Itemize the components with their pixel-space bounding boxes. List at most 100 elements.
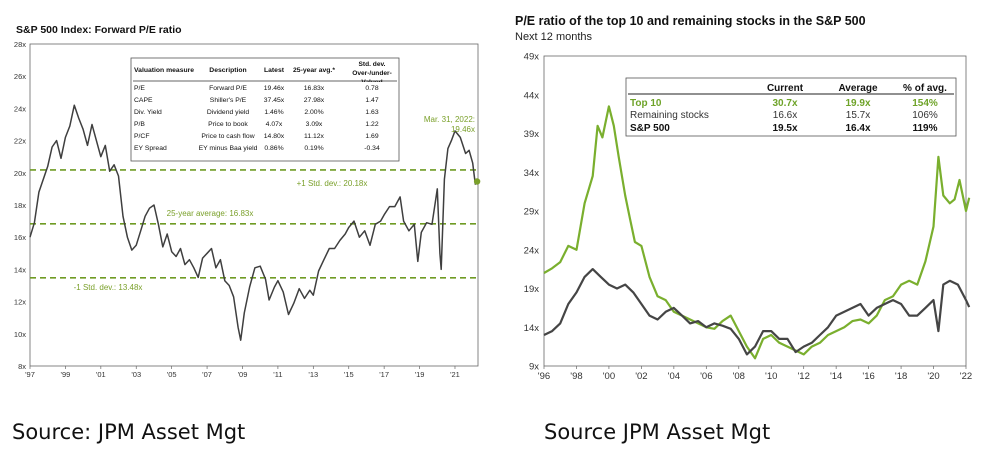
right-x-tick-label: '10 xyxy=(765,371,777,382)
left-table-cell: Price to cash flow xyxy=(201,133,254,140)
left-average-label: 25-year average: 16.83x xyxy=(167,209,254,218)
left-latest-annotation: Mar. 31, 2022: xyxy=(424,115,475,124)
right-y-tick-label: 44x xyxy=(524,90,540,101)
right-table-cell: 15.7x xyxy=(846,110,870,121)
right-y-tick-label: 14x xyxy=(524,323,540,334)
right-table-row-label-remaining: Remaining stocks xyxy=(630,110,709,121)
right-x-axis: '96 '98 '00 '02 '04 '06 '08 '10 '12 '14 '16 '18 '20 '… xyxy=(538,366,972,382)
left-x-tick-label: '99 xyxy=(61,370,71,379)
left-y-tick-label: 14x xyxy=(14,265,26,274)
right-summary-table: Current Average % of avg. Top 10 30.7x 1… xyxy=(625,77,957,137)
right-table-cell: 154% xyxy=(912,98,938,109)
left-y-tick-label: 28x xyxy=(14,40,26,49)
left-y-tick-label: 20x xyxy=(14,169,26,178)
left-latest-value: 19.46x xyxy=(451,125,475,134)
right-y-tick-label: 19x xyxy=(524,284,540,295)
left-table-header-latest: Latest xyxy=(264,67,285,74)
left-x-tick-label: '19 xyxy=(415,370,425,379)
left-table-cell: Forward P/E xyxy=(209,85,247,92)
right-table-cell: 16.4x xyxy=(845,123,870,134)
left-table-cell: 1.47 xyxy=(365,97,378,104)
left-x-tick-label: '21 xyxy=(450,370,460,379)
left-x-tick-label: '15 xyxy=(344,370,354,379)
left-x-tick-label: '01 xyxy=(96,370,106,379)
left-y-tick-label: 24x xyxy=(14,104,26,113)
right-x-tick-label: '04 xyxy=(668,371,680,382)
left-table-header-stddev: Std. dev. Over-/under-Valued xyxy=(352,61,392,82)
left-chart: S&P 500 Index: Forward P/E ratio 8x 10x 12… xyxy=(14,24,481,379)
right-table-header-current: Current xyxy=(767,83,804,94)
right-remaining-series-line xyxy=(543,268,971,356)
right-y-axis: 9x 14x 19x 24x 29x 34x 39x 44x 49x xyxy=(524,52,540,373)
left-table-cell: Price to book xyxy=(208,121,248,128)
left-table-cell: Div. Yield xyxy=(134,109,162,116)
right-source-caption: Source JPM Asset Mgt xyxy=(544,420,771,444)
right-table-row-label-sp500: S&P 500 xyxy=(630,123,670,134)
left-pe-series-line xyxy=(29,104,478,341)
right-y-tick-label: 24x xyxy=(524,245,540,256)
left-x-tick-label: '17 xyxy=(379,370,389,379)
right-x-tick-label: '12 xyxy=(797,371,809,382)
left-table-cell: CAPE xyxy=(134,97,153,104)
left-table-cell: Dividend yield xyxy=(207,109,250,116)
right-chart-subtitle: Next 12 months xyxy=(515,31,593,43)
right-x-tick-label: '16 xyxy=(862,371,874,382)
left-table-cell: EY minus Baa yield xyxy=(199,145,258,152)
left-x-tick-label: '97 xyxy=(25,370,35,379)
left-table-cell: EY Spread xyxy=(134,145,167,152)
left-table-cell: 0.78 xyxy=(365,85,378,92)
right-x-tick-label: '96 xyxy=(538,371,550,382)
left-table-cell: 1.63 xyxy=(365,109,378,116)
left-y-tick-label: 12x xyxy=(14,298,26,307)
left-table-cell: 0.86% xyxy=(264,145,283,152)
left-table-cell: -0.34 xyxy=(364,145,380,152)
left-table-header-measure: Valuation measure xyxy=(134,67,194,74)
left-table-header-avg: 25-year avg.* xyxy=(293,67,335,74)
left-x-tick-label: '13 xyxy=(308,370,318,379)
left-chart-title: S&P 500 Index: Forward P/E ratio xyxy=(16,24,182,36)
right-x-tick-label: '20 xyxy=(927,371,939,382)
right-y-tick-label: 34x xyxy=(524,168,540,179)
right-table-row-label-top10: Top 10 xyxy=(630,98,662,109)
left-x-tick-label: '07 xyxy=(202,370,212,379)
left-table-header-stddev-box: Std. dev. Over-/under-Valued xyxy=(352,61,392,82)
right-y-tick-label: 49x xyxy=(524,52,540,63)
right-table-cell: 30.7x xyxy=(772,98,797,109)
left-plus-sd-label: +1 Std. dev.: 20.18x xyxy=(297,179,368,188)
right-x-tick-label: '06 xyxy=(700,371,712,382)
left-y-tick-label: 22x xyxy=(14,137,26,146)
right-table-header-average: Average xyxy=(838,83,878,94)
left-table-cell: Shiller's P/E xyxy=(210,97,247,104)
left-table-cell: P/CF xyxy=(134,133,149,140)
left-valuation-table: Valuation measure Description Latest 25-… xyxy=(130,57,400,162)
left-table-cell: P/E xyxy=(134,85,145,92)
right-y-tick-label: 39x xyxy=(524,129,540,140)
left-x-tick-label: '05 xyxy=(167,370,177,379)
left-reference-lines xyxy=(30,169,478,279)
left-table-cell: 3.09x xyxy=(306,121,323,128)
right-x-tick-label: '08 xyxy=(733,371,745,382)
left-table-cell: 19.46x xyxy=(264,85,285,92)
left-x-tick-label: '09 xyxy=(238,370,248,379)
right-x-tick-label: '00 xyxy=(603,371,615,382)
right-table-cell: 19.9x xyxy=(845,98,870,109)
right-top10-series-line xyxy=(543,105,971,360)
left-x-tick-label: '03 xyxy=(131,370,141,379)
left-table-cell: 2.00% xyxy=(304,109,323,116)
left-x-tick-label: '11 xyxy=(273,370,282,379)
left-table-cell: 37.45x xyxy=(264,97,285,104)
left-table-cell: 16.83x xyxy=(304,85,325,92)
right-x-tick-label: '02 xyxy=(635,371,647,382)
right-table-cell: 16.6x xyxy=(773,110,797,121)
right-table-cell: 106% xyxy=(912,110,938,121)
left-table-cell: 4.07x xyxy=(266,121,283,128)
right-table-cell: 19.5x xyxy=(772,123,797,134)
right-x-tick-label: '14 xyxy=(830,371,842,382)
right-chart: P/E ratio of the top 10 and remaining st… xyxy=(515,14,972,382)
left-table-cell: 27.98x xyxy=(304,97,325,104)
right-x-tick-label: '18 xyxy=(895,371,907,382)
right-table-header-pct-avg: % of avg. xyxy=(903,83,947,94)
left-table-cell: 1.69 xyxy=(365,133,378,140)
left-table-cell: 1.46% xyxy=(264,109,283,116)
